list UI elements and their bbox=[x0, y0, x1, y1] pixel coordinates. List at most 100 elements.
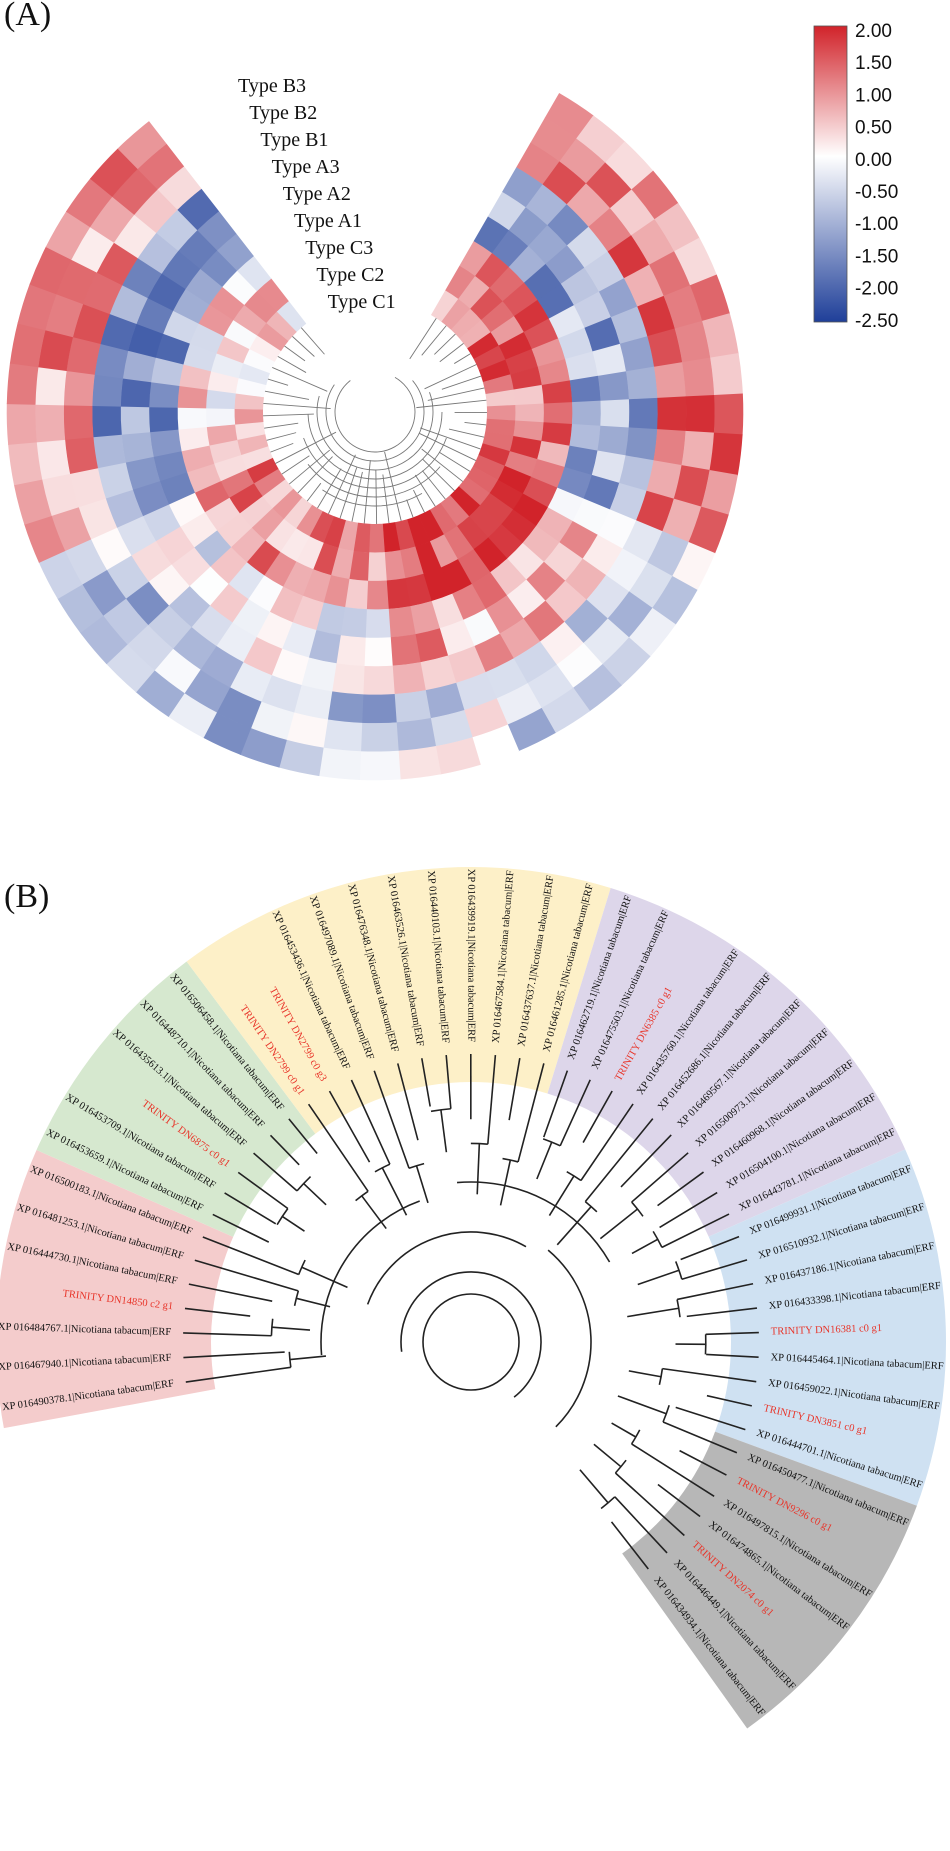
heatmap-cell bbox=[649, 251, 691, 297]
heatmap-tree-branch bbox=[454, 353, 471, 364]
heatmap-cell bbox=[302, 569, 332, 603]
heatmap-cell bbox=[130, 540, 172, 582]
heatmap-cell bbox=[220, 469, 255, 498]
heatmap-tree-branch bbox=[351, 471, 363, 522]
tree-inner-branch bbox=[637, 1269, 680, 1286]
tree-branches bbox=[183, 1053, 759, 1570]
tree-leaf-branch bbox=[445, 1055, 452, 1109]
heatmap-cell bbox=[281, 622, 317, 658]
tree-leaf-branch bbox=[183, 1351, 285, 1359]
heatmap-cell bbox=[447, 645, 486, 684]
heatmap-cell bbox=[481, 301, 515, 333]
tree-inner-branch bbox=[303, 1182, 327, 1206]
heatmap-cell bbox=[544, 93, 595, 140]
tree-leaf-branch bbox=[253, 1152, 298, 1192]
tree-join-arc bbox=[662, 1405, 670, 1423]
heatmap-cell bbox=[597, 371, 630, 402]
heatmap-cell bbox=[439, 619, 475, 656]
tree-join-arc bbox=[614, 1459, 627, 1474]
heatmap-cell bbox=[506, 542, 545, 581]
tree-leaf-branch bbox=[706, 1394, 753, 1407]
heatmap-cell bbox=[473, 537, 508, 573]
heatmap-cell bbox=[569, 375, 601, 403]
heatmap-cell bbox=[57, 583, 104, 633]
heatmap-cell bbox=[282, 561, 314, 597]
heatmap-cell bbox=[459, 240, 493, 277]
heatmap-cell bbox=[177, 188, 220, 231]
heatmap-cell bbox=[547, 487, 584, 522]
heatmap-cell bbox=[510, 366, 543, 390]
heatmap-cell bbox=[647, 531, 689, 577]
tree-leaf-branch bbox=[396, 1063, 419, 1141]
heatmap-cell bbox=[557, 466, 593, 500]
heatmap-cell bbox=[295, 536, 324, 570]
tree-leaf-branch bbox=[706, 1353, 759, 1358]
heatmap-cell bbox=[8, 441, 43, 486]
heatmap-cell bbox=[102, 598, 149, 645]
heatmap-cell bbox=[213, 454, 247, 482]
heatmap-cell bbox=[207, 370, 239, 394]
tree-leaf-branch bbox=[517, 1063, 545, 1163]
heatmap-cell bbox=[179, 363, 212, 390]
heatmap-cell bbox=[368, 523, 385, 553]
heatmap-cell bbox=[148, 381, 180, 408]
tree-leaf-branch bbox=[487, 1054, 497, 1145]
heatmap-cell bbox=[674, 320, 711, 363]
heatmap-cell bbox=[291, 595, 324, 631]
tree-inner-branch bbox=[556, 1206, 592, 1246]
heatmap-cell bbox=[525, 561, 566, 602]
tree-inner-branch bbox=[301, 1266, 348, 1289]
heatmap-cell bbox=[598, 278, 638, 318]
tree-inner-branch bbox=[628, 1370, 662, 1378]
heatmap-cell bbox=[435, 737, 481, 775]
heatmap-cell bbox=[159, 471, 195, 505]
heatmap-cell bbox=[556, 642, 603, 689]
heatmap-cell bbox=[472, 454, 506, 481]
heatmap-cell bbox=[646, 460, 682, 500]
legend-tick-label: -2.00 bbox=[855, 279, 898, 300]
tree-leaf-label-trinity: TRINITY DN16381 c0 g1 bbox=[771, 1323, 883, 1338]
heatmap-cell bbox=[239, 727, 287, 768]
heatmap-cell bbox=[395, 718, 437, 752]
heatmap-cell bbox=[485, 418, 516, 437]
tree-join-arc bbox=[408, 1162, 425, 1170]
heatmap-cell bbox=[393, 690, 431, 723]
tree-leaf-branch bbox=[237, 1171, 289, 1210]
heatmap-cell bbox=[609, 482, 647, 522]
heatmap-cell bbox=[657, 396, 687, 432]
heatmap-cell bbox=[230, 527, 266, 563]
heatmap-cell bbox=[229, 483, 263, 514]
heatmap-cell bbox=[234, 421, 266, 441]
heatmap-cell bbox=[93, 434, 126, 469]
tree-join-arc bbox=[652, 1230, 663, 1248]
heatmap-cell bbox=[135, 669, 185, 718]
heatmap-tree-branch bbox=[263, 402, 331, 410]
heatmap-cell bbox=[542, 161, 587, 205]
heatmap-cell bbox=[361, 693, 397, 724]
heatmap-cell bbox=[560, 267, 600, 306]
heatmap-cell bbox=[167, 692, 217, 738]
heatmap-cell bbox=[285, 712, 328, 748]
heatmap-cell bbox=[559, 521, 598, 560]
legend-tick-label: 0.50 bbox=[855, 118, 892, 139]
heatmap-tree-branch bbox=[382, 474, 390, 524]
clade-red-background bbox=[0, 1150, 234, 1429]
heatmap-cell bbox=[443, 525, 474, 560]
heatmap-cell bbox=[651, 575, 698, 626]
heatmap-cell bbox=[157, 166, 202, 210]
heatmap-cell bbox=[610, 306, 648, 345]
heatmap-cell bbox=[90, 147, 139, 197]
heatmap-cell bbox=[56, 258, 98, 305]
heatmap-cell bbox=[430, 709, 473, 747]
clade-blue-background bbox=[708, 1149, 946, 1506]
tree-internal-arc bbox=[456, 1181, 611, 1263]
ring-label: Type C2 bbox=[316, 264, 384, 286]
heatmap-tree-branch bbox=[292, 336, 315, 357]
heatmap-cell bbox=[537, 440, 570, 468]
tree-inner-branch bbox=[627, 1307, 679, 1318]
heatmap-cell bbox=[473, 345, 506, 371]
heatmap-cell bbox=[147, 605, 192, 650]
heatmap-tree-branch bbox=[277, 355, 307, 373]
heatmap-cell bbox=[429, 534, 459, 568]
